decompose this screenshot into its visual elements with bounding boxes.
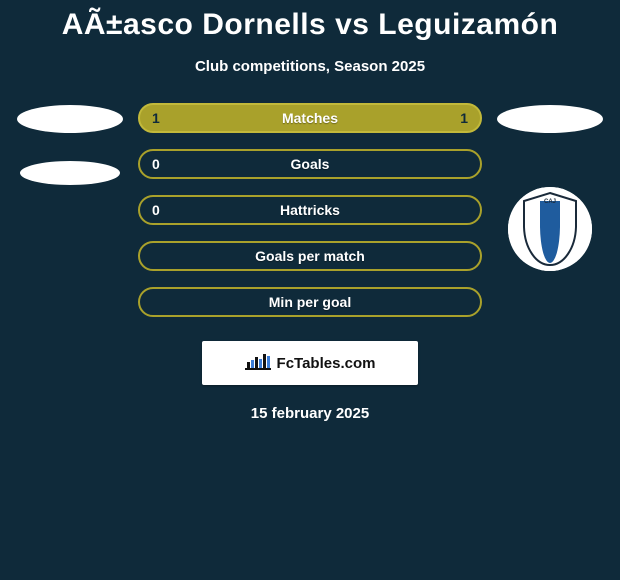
match-date: 15 february 2025 [251, 405, 369, 422]
player-1-placeholder-2 [20, 161, 120, 185]
sponsor-content: FcTables.com [245, 352, 376, 374]
stat-row: Min per goal [138, 287, 482, 317]
stat-right-value: 1 [460, 110, 468, 126]
stat-label: Min per goal [269, 294, 351, 310]
stat-label: Matches [282, 110, 338, 126]
center-column: Matches 1 1 Goals 0 Hattricks 0 Goals per match… [134, 103, 486, 422]
sponsor-badge: FcTables.com [202, 341, 418, 385]
sponsor-text: FcTables.com [277, 355, 376, 372]
player-1-placeholder-1 [17, 105, 123, 133]
stat-left-value: 0 [152, 156, 160, 172]
crest-letters: CAJ [544, 199, 556, 205]
stat-row: Goals 0 [138, 149, 482, 179]
page-title: AÃ±asco Dornells vs Leguizamón [0, 0, 620, 42]
stat-left-value: 0 [152, 202, 160, 218]
stat-label: Goals per match [255, 248, 365, 264]
player-2-placeholder-1 [497, 105, 603, 133]
stat-row: Hattricks 0 [138, 195, 482, 225]
stat-label: Goals [291, 156, 330, 172]
stat-row: Matches 1 1 [138, 103, 482, 133]
main-layout: Matches 1 1 Goals 0 Hattricks 0 Goals per match… [0, 103, 620, 422]
club-crest: CAJ [508, 187, 592, 271]
page-subtitle: Club competitions, Season 2025 [0, 58, 620, 75]
left-column [6, 103, 134, 422]
bar-chart-icon [245, 352, 271, 374]
stat-row: Goals per match [138, 241, 482, 271]
stat-left-value: 1 [152, 110, 160, 126]
stat-label: Hattricks [280, 202, 340, 218]
right-column: CAJ [486, 103, 614, 422]
